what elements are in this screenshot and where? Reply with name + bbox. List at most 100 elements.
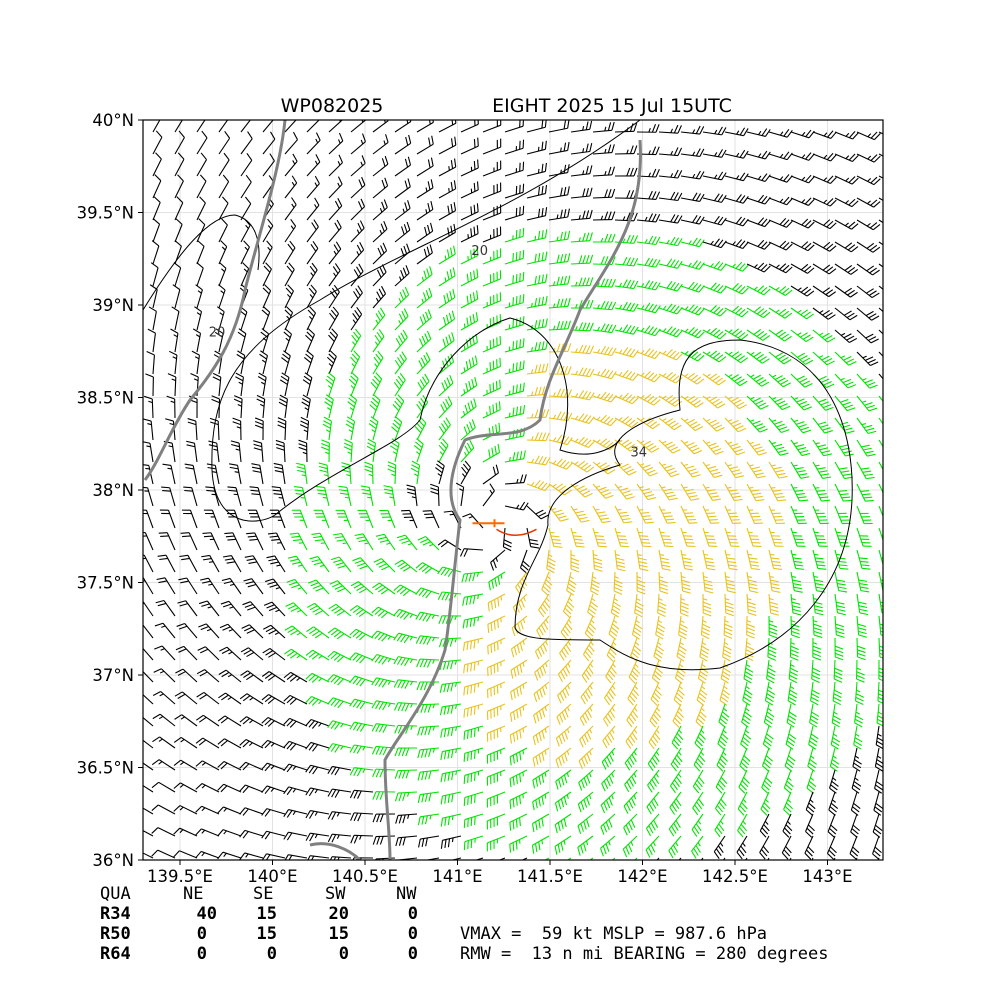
wind-barb-814: [856, 637, 866, 661]
wind-barb-689: [330, 556, 352, 573]
wind-barb-460: [548, 411, 573, 422]
wind-barb-20: [592, 121, 615, 133]
wind-barb-220: [504, 249, 525, 265]
wind-barb-279: [306, 284, 317, 309]
wind-barb-661: [459, 548, 484, 557]
wind-barb-605: [746, 505, 764, 525]
wind-barb-960: [305, 741, 330, 752]
wind-barb-1114: [713, 835, 726, 859]
center-mark: [472, 519, 505, 528]
wind-barb-315: [350, 306, 363, 331]
wind-barb-1035: [463, 791, 484, 807]
wind-barb-867: [510, 681, 528, 701]
wind-barb-269: [834, 285, 858, 298]
wind-barb-384: [372, 350, 384, 375]
wind-barb-936: [532, 725, 550, 746]
wind-barb-768: [584, 615, 597, 640]
wind-barb-457: [482, 401, 501, 419]
wind-barb-1024: [217, 783, 242, 793]
wind-barb-869: [557, 681, 572, 704]
wind-barb-649: [202, 532, 220, 551]
wind-barb-493: [526, 432, 550, 442]
coastline-west: [143, 120, 287, 481]
wind-barb-528: [548, 458, 573, 470]
wind-barb-841: [697, 659, 709, 684]
wind-barb-456: [460, 398, 477, 419]
wind-barb-331: [702, 327, 727, 340]
wind-barb-1078: [668, 813, 682, 837]
wind-barb-396: [636, 370, 661, 383]
wind-barb-10: [372, 120, 389, 133]
wind-barb-976: [670, 747, 683, 772]
wind-barb-423: [482, 379, 501, 397]
wind-barb-349: [350, 328, 362, 353]
wind-barb-879: [787, 681, 798, 706]
wind-barb-253: [482, 270, 502, 287]
wind-barb-865: [463, 681, 484, 696]
wind-barb-943: [694, 725, 706, 750]
wind-barb-967: [463, 747, 484, 762]
wind-barb-125: [658, 191, 683, 202]
wind-barb-540: [812, 461, 832, 479]
wind-barb-909: [695, 703, 707, 728]
wind-barb-730: [487, 593, 506, 612]
wind-barb-19: [570, 120, 593, 133]
wind-barb-211: [306, 241, 319, 265]
wind-barb-440: [856, 395, 878, 412]
wind-barb-642: [812, 527, 828, 547]
wind-barb-231: [746, 262, 771, 273]
wind-barb-570: [724, 483, 743, 502]
wind-barb-79: [394, 156, 412, 177]
wind-barb-398: [680, 372, 705, 385]
wind-barb-848: [855, 659, 865, 683]
wind-barb-1030: [349, 789, 374, 799]
wind-barb-716: [178, 577, 198, 595]
wind-barb-522: [413, 438, 424, 463]
wind-barb-190: [592, 233, 616, 243]
wind-barb-59: [702, 149, 727, 158]
wind-barb-134: [856, 197, 881, 208]
wind-barb-750: [177, 600, 198, 617]
wind-barb-568: [680, 483, 700, 501]
wind-barb-340: [147, 328, 156, 353]
wind-barb-763: [462, 615, 484, 629]
wind-barb-1010: [670, 769, 682, 794]
wind-barb-674: [768, 549, 783, 571]
wind-barb-95: [746, 173, 771, 182]
wind-barb-447: [256, 394, 266, 419]
wind-barb-366: [724, 351, 749, 364]
wind-barb-523: [438, 438, 449, 463]
wind-barb-29: [790, 129, 815, 139]
wind-barb-1003: [509, 769, 528, 788]
wind-barb-1077: [645, 813, 660, 837]
wind-barb-1082: [759, 813, 770, 838]
wind-barb-853: [196, 669, 220, 683]
wind-barb-142: [284, 197, 297, 221]
wind-barb-918: [143, 716, 154, 727]
wind-barb-170: [152, 218, 161, 243]
wind-barb-773: [700, 615, 711, 640]
wind-barb-62: [768, 151, 793, 161]
wind-barb-166: [812, 219, 837, 230]
wind-barb-693: [415, 562, 440, 574]
wind-barb-263: [702, 282, 727, 294]
wind-barb-1004: [532, 769, 550, 789]
wind-barb-835: [557, 659, 572, 683]
wind-barb-545: [162, 463, 176, 485]
wind-barb-381: [303, 350, 314, 375]
wind-barb-524: [460, 440, 475, 463]
wind-barb-630: [548, 527, 563, 548]
wind-barb-1040: [577, 791, 594, 813]
wind-barb-772: [678, 615, 688, 640]
wind-barb-646: [143, 532, 154, 551]
wind-barb-671: [702, 549, 716, 571]
wind-barb-816: [143, 647, 154, 661]
wind-barb-637: [702, 527, 718, 548]
wind-barb-319: [438, 310, 456, 331]
wind-barb-76: [328, 154, 343, 177]
wind-barb-1100: [395, 835, 418, 847]
wind-barb-189: [570, 232, 593, 243]
wind-barb-362: [636, 348, 661, 360]
wind-barb-902: [533, 703, 550, 724]
wind-barb-556: [410, 460, 421, 485]
